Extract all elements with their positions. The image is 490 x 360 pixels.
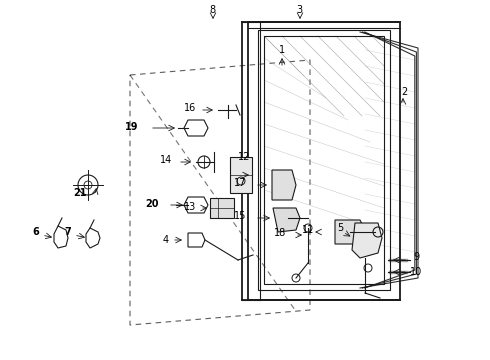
Bar (230, 157, 252, 193)
Text: 6: 6 (33, 227, 39, 237)
Polygon shape (273, 208, 300, 232)
Text: 1: 1 (279, 45, 285, 55)
Text: 14: 14 (160, 155, 172, 165)
Text: 4: 4 (163, 235, 169, 245)
Text: 13: 13 (184, 202, 196, 212)
Text: 17: 17 (234, 178, 246, 188)
Text: 18: 18 (274, 228, 286, 238)
Text: 2: 2 (401, 87, 407, 97)
Polygon shape (272, 170, 296, 200)
Polygon shape (335, 220, 366, 244)
Text: 19: 19 (125, 122, 139, 132)
Text: 3: 3 (296, 5, 302, 15)
Text: 10: 10 (410, 267, 422, 277)
Text: 21: 21 (73, 188, 87, 198)
Text: 8: 8 (209, 5, 215, 15)
Text: 11: 11 (302, 225, 314, 235)
Text: 16: 16 (184, 103, 196, 113)
Polygon shape (352, 223, 382, 258)
Text: 7: 7 (65, 227, 72, 237)
Bar (210, 198, 234, 218)
Text: 15: 15 (234, 211, 246, 221)
Text: 12: 12 (238, 152, 250, 162)
Text: 9: 9 (413, 252, 419, 262)
Text: 5: 5 (337, 223, 343, 233)
Text: 20: 20 (145, 199, 159, 209)
